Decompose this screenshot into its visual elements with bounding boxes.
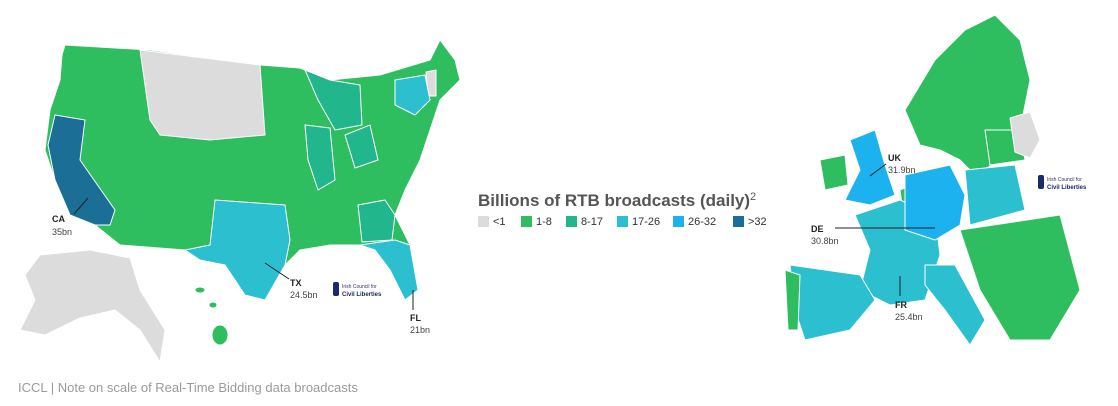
leader-line: [264, 262, 290, 280]
leader-line: [869, 163, 887, 177]
us-region: [344, 124, 379, 169]
country: [904, 164, 966, 241]
us-region: [359, 239, 419, 301]
legend-title: Billions of RTB broadcasts (daily)2: [478, 191, 756, 210]
legend-swatch: [478, 216, 489, 227]
country-code: DE: [811, 224, 824, 234]
country-value: 30.8bn: [811, 236, 839, 246]
legend-label: 1-8: [536, 216, 552, 228]
country: [964, 164, 1026, 226]
logo-text: Civil Liberties: [1047, 185, 1087, 191]
hawaii: [194, 286, 206, 294]
country-code: FR: [895, 300, 907, 310]
logo-text: Irish Council for: [1047, 177, 1082, 183]
us-region: [139, 49, 266, 141]
us-region: [47, 114, 116, 226]
hawaii: [211, 324, 229, 346]
legend-swatch: [733, 216, 744, 227]
footer: ICCL | Note on scale of Real-Time Biddin…: [18, 380, 358, 395]
legend-label: <1: [493, 216, 506, 228]
us-region: [304, 124, 336, 191]
country: [1009, 111, 1041, 159]
state-code: CA: [52, 214, 65, 224]
europe-map: UK 31.9bn DE 30.8bn FR 25.4bn Irish Coun…: [784, 14, 1087, 346]
state-code: TX: [290, 278, 302, 288]
leader-line: [73, 197, 89, 215]
logo-text: Irish Council for: [342, 284, 377, 290]
country: [924, 264, 986, 346]
us-region: [357, 199, 396, 243]
legend-swatch: [617, 216, 628, 227]
state-value: 21bn: [410, 325, 430, 335]
logo-icon: [333, 282, 339, 296]
us-map: CA 35bn TX 24.5bn FL 21bn Irish Council …: [19, 39, 461, 363]
legend: Billions of RTB broadcasts (daily)2 <1 1-…: [478, 191, 767, 228]
country-code: UK: [888, 153, 901, 163]
state-code: FL: [410, 313, 421, 323]
legend-swatch: [673, 216, 684, 227]
logo-icon: [1038, 175, 1044, 189]
legend-label: 8-17: [581, 216, 603, 228]
legend-swatch: [521, 216, 532, 227]
hawaii: [208, 301, 218, 309]
legend-label: >32: [748, 216, 767, 228]
country: [844, 129, 896, 206]
state-value: 24.5bn: [290, 290, 318, 300]
us-region: [304, 69, 363, 131]
country-value: 25.4bn: [895, 312, 923, 322]
state-value: 35bn: [52, 227, 72, 237]
country: [819, 154, 849, 191]
country: [784, 269, 801, 331]
alaska: [19, 249, 166, 363]
legend-label: 26-32: [688, 216, 716, 228]
logo-text: Civil Liberties: [342, 292, 382, 298]
country: [959, 214, 1081, 341]
country: [789, 264, 876, 341]
legend-swatch: [566, 216, 577, 227]
country-value: 31.9bn: [888, 165, 916, 175]
us-region: [184, 199, 291, 301]
us-region: [394, 74, 431, 116]
legend-label: 17-26: [632, 216, 660, 228]
